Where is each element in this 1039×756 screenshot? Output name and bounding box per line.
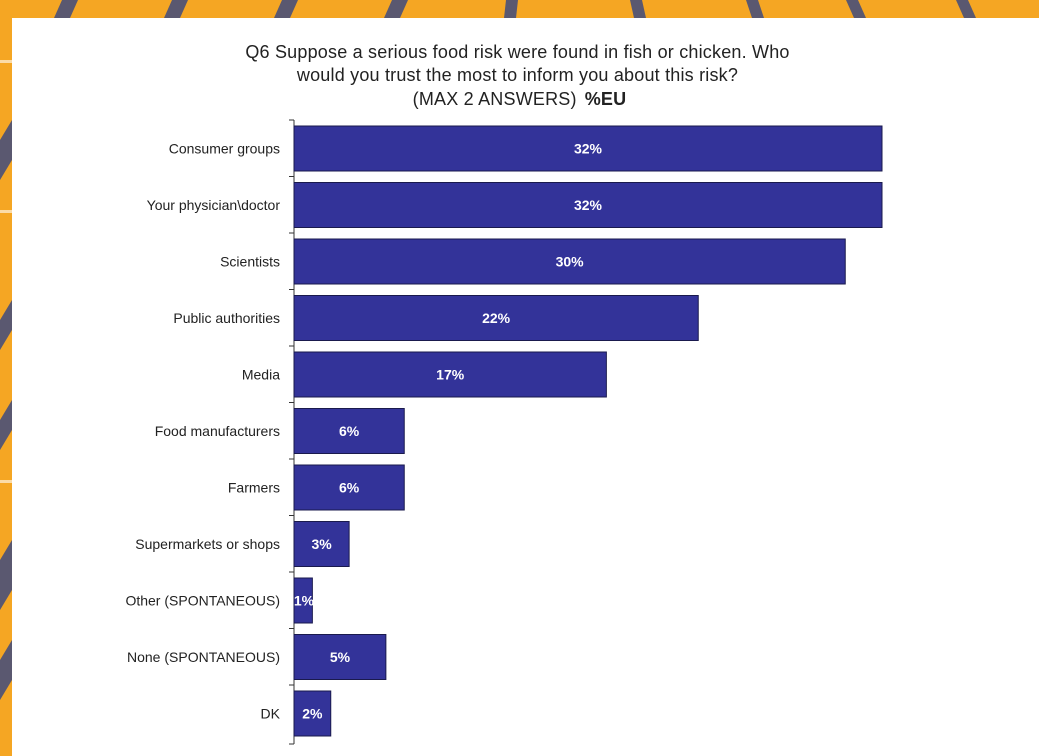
bar (293, 238, 846, 285)
value-label: 6% (339, 480, 360, 496)
bar (293, 690, 332, 737)
category-label: DK (261, 706, 281, 722)
category-label: Other (SPONTANEOUS) (125, 593, 280, 609)
bar (293, 464, 405, 511)
value-label: 5% (330, 649, 351, 665)
bar (293, 182, 883, 228)
value-label: 17% (436, 367, 465, 383)
category-label: Supermarkets or shops (135, 536, 280, 552)
value-label: 32% (574, 197, 603, 213)
value-label: 2% (302, 706, 323, 722)
value-label: 3% (311, 536, 332, 552)
value-label: 30% (556, 254, 585, 270)
bar (293, 125, 883, 172)
category-label: Consumer groups (169, 141, 280, 157)
category-label: Public authorities (173, 310, 280, 326)
category-label: Your physician\doctor (147, 197, 281, 213)
value-label: 22% (482, 310, 511, 326)
bar (293, 295, 699, 341)
value-label: 1% (294, 593, 315, 609)
chart-title-unit: %EU (584, 89, 627, 109)
category-label: None (SPONTANEOUS) (127, 649, 280, 665)
chart-title-answers: (MAX 2 ANSWERS) (412, 89, 577, 109)
category-label: Food manufacturers (155, 423, 280, 439)
bar (293, 351, 607, 398)
chart-title-line-2: would you trust the most to inform you a… (296, 65, 739, 85)
chart-title-line-3: (MAX 2 ANSWERS) %EU (0, 89, 1039, 110)
category-label: Media (242, 367, 280, 383)
bar (293, 408, 405, 454)
bar (293, 577, 313, 624)
category-label: Scientists (220, 254, 280, 270)
bar (293, 521, 350, 567)
value-label: 32% (574, 141, 603, 157)
value-label: 6% (339, 423, 360, 439)
bar (293, 634, 387, 680)
category-label: Farmers (228, 480, 280, 496)
chart-title-line-1: Q6 Suppose a serious food risk were foun… (245, 42, 790, 62)
